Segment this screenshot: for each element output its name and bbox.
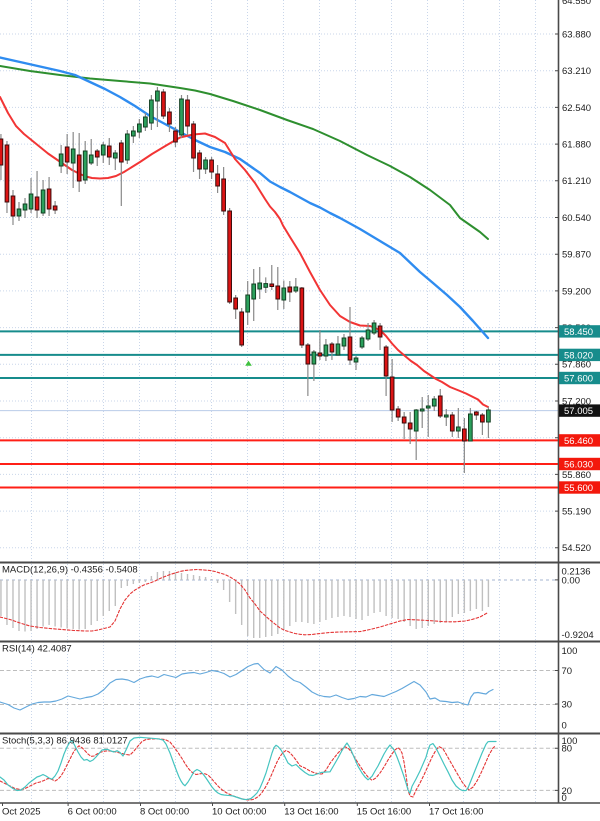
svg-text:-0.9204: -0.9204 xyxy=(562,630,594,641)
svg-text:55.860: 55.860 xyxy=(562,470,591,481)
svg-text:0.00: 0.00 xyxy=(562,575,581,586)
svg-text:58.450: 58.450 xyxy=(564,327,593,338)
svg-text:6 Oct 00:00: 6 Oct 00:00 xyxy=(68,807,117,818)
svg-text:Stoch(5,3,3) 86.9436 81.0127: Stoch(5,3,3) 86.9436 81.0127 xyxy=(2,736,128,747)
svg-text:62.540: 62.540 xyxy=(562,103,591,114)
svg-text:100: 100 xyxy=(562,736,578,747)
svg-text:58.020: 58.020 xyxy=(564,351,593,362)
svg-text:57.005: 57.005 xyxy=(564,406,593,417)
svg-text:63.210: 63.210 xyxy=(562,66,591,77)
svg-text:59.870: 59.870 xyxy=(562,250,591,261)
svg-text:57.200: 57.200 xyxy=(562,396,591,407)
svg-text:57.860: 57.860 xyxy=(562,360,591,371)
svg-text:64.550: 64.550 xyxy=(562,0,591,7)
svg-text:55.600: 55.600 xyxy=(564,483,593,494)
svg-text:63.880: 63.880 xyxy=(562,29,591,40)
svg-text:60.540: 60.540 xyxy=(562,213,591,224)
svg-text:59.200: 59.200 xyxy=(562,286,591,297)
svg-text:56.030: 56.030 xyxy=(564,460,593,471)
svg-text:57.600: 57.600 xyxy=(564,374,593,385)
svg-text:20: 20 xyxy=(562,786,573,797)
svg-text:100: 100 xyxy=(562,646,578,657)
svg-text:56.460: 56.460 xyxy=(564,436,593,447)
svg-text:15 Oct 16:00: 15 Oct 16:00 xyxy=(357,807,411,818)
svg-text:0: 0 xyxy=(562,721,567,732)
svg-text:13 Oct 16:00: 13 Oct 16:00 xyxy=(284,807,338,818)
svg-text:30: 30 xyxy=(562,699,573,710)
svg-text:54.520: 54.520 xyxy=(562,543,591,554)
svg-text:MACD(12,26,9) -0.4356 -0.5408: MACD(12,26,9) -0.4356 -0.5408 xyxy=(2,565,138,576)
svg-text:RSI(14) 42.4087: RSI(14) 42.4087 xyxy=(2,644,72,655)
svg-text:55.190: 55.190 xyxy=(562,507,591,518)
svg-text:Oct 2025: Oct 2025 xyxy=(2,807,41,818)
svg-text:10 Oct 00:00: 10 Oct 00:00 xyxy=(212,807,266,818)
svg-text:17 Oct 16:00: 17 Oct 16:00 xyxy=(429,807,483,818)
svg-text:0.2136: 0.2136 xyxy=(562,566,591,577)
svg-text:61.880: 61.880 xyxy=(562,140,591,151)
svg-text:70: 70 xyxy=(562,666,573,677)
svg-text:80: 80 xyxy=(562,744,573,755)
svg-text:61.210: 61.210 xyxy=(562,176,591,187)
svg-text:0: 0 xyxy=(562,793,567,804)
svg-text:8 Oct 00:00: 8 Oct 00:00 xyxy=(140,807,189,818)
